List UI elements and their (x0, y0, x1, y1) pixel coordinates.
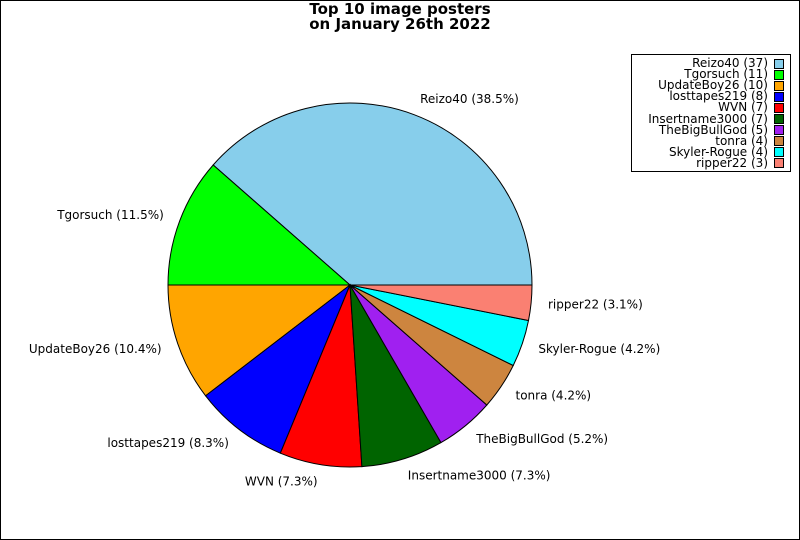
pie-slice-ripper22 (349, 284, 533, 322)
legend-swatch (774, 158, 784, 169)
legend-label: Reizo40 (37) (692, 56, 768, 71)
chart-title-line-1: Top 10 image posters (309, 0, 491, 18)
slice-label-thebigbullgod: TheBigBullGod (5.2%) (475, 432, 608, 446)
slice-label-skyler-rogue: Skyler-Rogue (4.2%) (538, 342, 660, 356)
slice-label-insertname3000: Insertname3000 (7.3%) (408, 468, 551, 482)
legend-label: Tgorsuch (11) (684, 67, 768, 82)
pie-slice-tgorsuch (167, 164, 352, 286)
legend-label: UpdateBoy26 (10) (658, 78, 768, 93)
legend-label: TheBigBullGod (5) (658, 122, 768, 137)
pie-slice-losttapes219 (204, 283, 352, 454)
slice-label-tgorsuch: Tgorsuch (11.5%) (56, 208, 164, 222)
slice-label-ripper22: ripper22 (3.1%) (548, 298, 643, 312)
legend-item-ripper22: ripper22 (3) (632, 155, 784, 170)
legend-swatch (774, 114, 784, 125)
legend-swatch (774, 136, 784, 147)
legend-label: tonra (4) (715, 133, 768, 148)
legend-swatch (774, 91, 784, 102)
legend-item-tonra: tonra (4) (632, 133, 784, 148)
legend-item-tgorsuch: Tgorsuch (11) (632, 67, 784, 82)
slice-label-wvn: WVN (7.3%) (245, 474, 318, 488)
pie-slices (167, 102, 533, 468)
slice-label-reizo40: Reizo40 (38.5%) (420, 92, 519, 106)
pie-slice-reizo40 (212, 102, 533, 286)
pie-slice-labels: Reizo40 (38.5%) Tgorsuch (11.5%) UpdateBoy… (29, 92, 660, 488)
legend-swatch (774, 80, 784, 91)
legend-swatch (774, 102, 784, 113)
legend-item-thebigbullgod: TheBigBullGod (5) (632, 122, 784, 137)
chart-title-line-2: on January 26th 2022 (309, 15, 491, 33)
legend-swatch (774, 125, 784, 136)
legend-item-updateboy26: UpdateBoy26 (10) (632, 78, 784, 93)
legend-label: Insertname3000 (7) (648, 111, 768, 126)
slice-label-updateboy26: UpdateBoy26 (10.4%) (29, 342, 162, 356)
slice-label-tonra: tonra (4.2%) (516, 389, 592, 403)
legend-item-reizo40: Reizo40 (37) (632, 56, 784, 71)
legend-swatch (774, 69, 784, 80)
chart-title: Top 10 image posters on January 26th 202… (0, 2, 800, 32)
legend-item-skyler-rogue: Skyler-Rogue (4) (632, 144, 784, 159)
legend-item-insertname3000: Insertname3000 (7) (632, 111, 784, 126)
legend-swatch (774, 147, 784, 158)
legend-swatch (774, 58, 784, 69)
legend: Reizo40 (37) Tgorsuch (11) UpdateBoy26 (10… (631, 54, 791, 172)
legend-label: WVN (7) (718, 100, 768, 115)
legend-label: ripper22 (3) (696, 155, 768, 170)
slice-label-losttapes219: losttapes219 (8.3%) (107, 436, 229, 450)
legend-item-losttapes219: losttapes219 (8) (632, 89, 784, 104)
legend-item-wvn: WVN (7) (632, 100, 784, 115)
legend-label: losttapes219 (8) (669, 89, 768, 104)
pie-slice-updateboy26 (167, 284, 352, 397)
legend-label: Skyler-Rogue (4) (668, 144, 768, 159)
